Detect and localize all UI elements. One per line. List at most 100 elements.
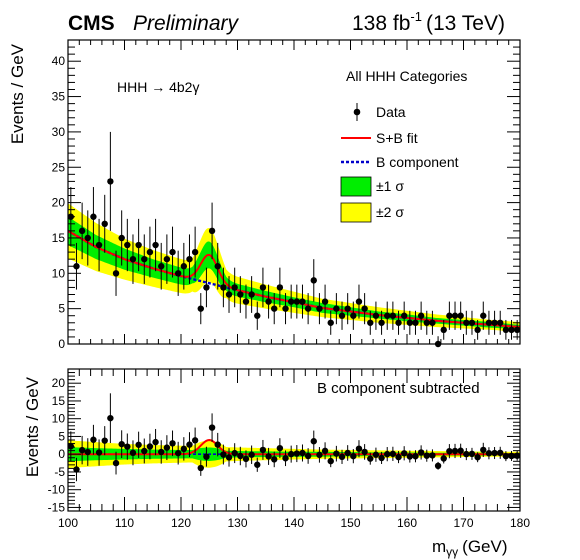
ratio-y-axis-label: Events / GeV [23,376,42,477]
data-point [406,310,414,335]
data-marker [468,319,476,326]
ratio-marker [316,451,323,459]
ratio-data-point [276,438,284,459]
data-point [310,259,317,302]
data-marker [384,312,391,319]
ratio-data-point [384,447,391,462]
data-point [378,310,385,335]
ratio-marker [146,443,154,450]
data-marker [417,312,425,319]
ratio-data-point [186,432,193,458]
data-marker [395,319,402,326]
ratio-y-tick-label: -15 [48,500,66,514]
legend-sb-fit: S+B fit [341,130,418,146]
data-point [180,242,188,290]
legend-label-b-component: B component [376,154,459,170]
ratio-marker [310,438,317,445]
ratio-marker [384,450,391,458]
main-y-axis-label: Events / GeV [8,43,27,144]
data-marker [344,305,351,312]
data-point [203,267,210,308]
data-point [412,310,419,335]
data-point [208,202,216,260]
legend-b-component: B component [341,154,459,170]
main-y-tick-label: 20 [52,196,66,210]
ratio-marker [485,450,493,457]
ratio-marker [124,443,131,450]
data-marker [197,305,204,312]
data-marker [451,312,459,319]
data-point [299,284,306,319]
data-point [163,234,171,284]
data-marker [350,312,357,319]
ratio-data-point [90,424,97,455]
ratio-marker [191,437,199,444]
data-point [327,310,334,335]
data-marker [412,319,419,326]
data-point [141,234,148,284]
data-point [446,301,453,330]
main-y-tick-label: 0 [58,337,65,351]
data-marker [225,291,233,298]
x-tick-label: 180 [510,516,530,530]
data-point [186,234,193,284]
data-point [389,301,397,330]
ratio-data-point [355,440,363,458]
data-point [101,194,108,253]
data-point [423,310,430,335]
ratio-data-point [417,445,425,460]
data-point [316,293,323,325]
ratio-data-point [389,446,397,461]
ratio-data-point [395,451,402,464]
ratio-data-point [118,430,125,458]
ratio-data-point [174,441,182,465]
ratio-marker [361,448,368,456]
ratio-data-point [304,448,312,464]
data-marker [90,213,97,220]
ratio-data-point [191,427,199,454]
main-y-tick-label: 35 [52,90,66,104]
x-tick-label: 140 [284,516,304,530]
ratio-data-point [480,442,487,458]
ratio-marker [423,452,430,459]
ratio-data-point [468,447,476,460]
ratio-data-point [214,432,221,457]
ratio-data-point [429,449,436,462]
data-point [417,301,425,330]
ratio-marker [141,447,148,455]
data-point [480,301,487,330]
data-point [248,276,255,313]
data-marker [191,248,199,256]
ratio-marker [429,452,436,459]
ratio-data-point [135,431,142,458]
lumi-label: 138 fb-1 (13 TeV) [352,9,505,35]
ratio-marker [180,445,188,453]
data-marker [135,241,142,249]
data-marker [361,305,368,312]
data-marker [423,319,430,326]
data-marker [141,255,148,263]
data-point [191,226,199,278]
data-marker [169,248,176,256]
data-marker [355,298,363,305]
ratio-y-tick-label: 5 [58,429,65,443]
ratio-axis-ticks: -15 -10 -5 0 5 10 15 20 100 110 120 130 140 150 160 170… [48,368,530,530]
legend-2sigma-swatch [340,202,372,223]
legend-data-marker [353,108,361,116]
ratio-marker [163,444,171,451]
ratio-data-point [197,460,204,476]
ratio-data-point [248,445,255,464]
data-point [395,310,402,335]
data-marker [254,312,261,319]
lumi-exponent: -1 [410,9,422,24]
ratio-y-tick-label: 0 [58,447,65,461]
data-marker [406,319,414,326]
data-point [197,293,204,325]
data-marker [78,227,86,235]
ratio-data-point [158,440,165,464]
ratio-data-point [451,443,459,459]
ratio-marker [129,449,137,457]
data-marker [485,319,493,326]
data-point [293,284,301,319]
data-marker [474,326,481,334]
